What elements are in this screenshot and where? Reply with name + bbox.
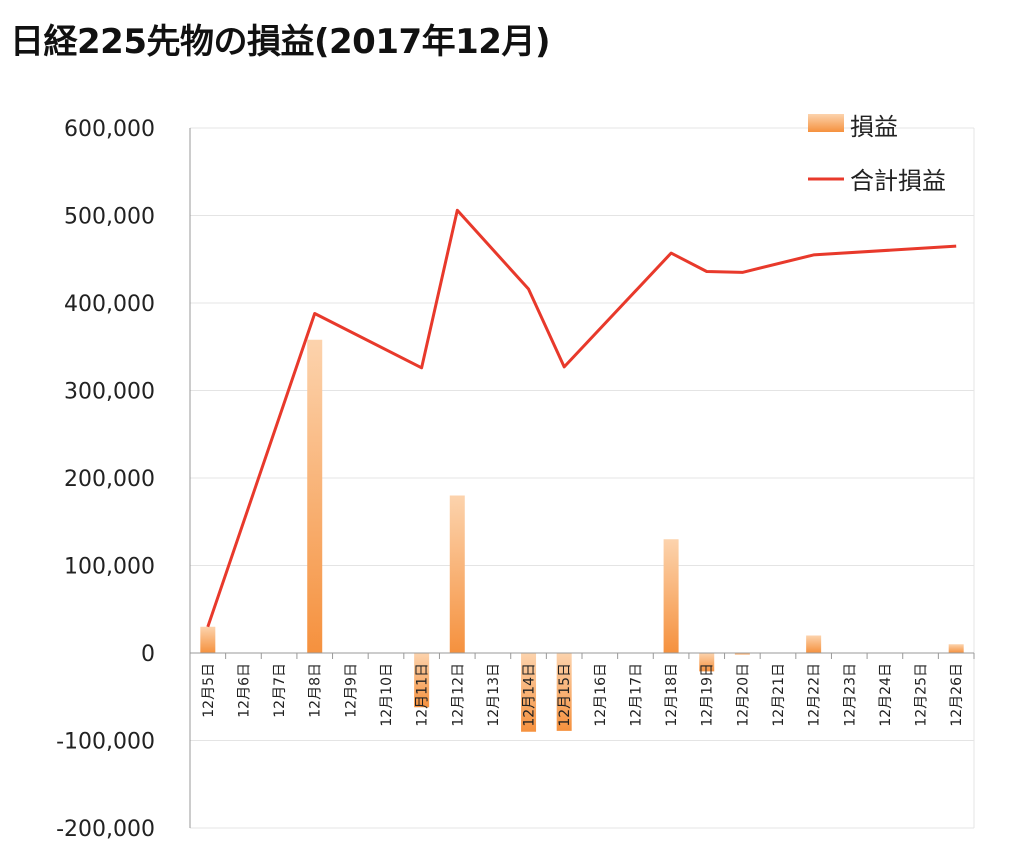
x-tick-label: 12月5日 xyxy=(201,663,217,718)
x-tick-label: 12月24日 xyxy=(878,663,894,727)
y-tick-label: 600,000 xyxy=(64,117,155,142)
x-tick-label: 12月25日 xyxy=(914,663,930,727)
y-tick-label: 200,000 xyxy=(64,467,155,492)
bar xyxy=(699,653,715,672)
bar xyxy=(948,644,964,653)
y-tick-label: 0 xyxy=(141,642,155,667)
x-tick-label: 12月7日 xyxy=(272,663,288,718)
bar xyxy=(663,539,679,653)
x-tick-label: 12月11日 xyxy=(415,663,431,727)
x-tick-label: 12月14日 xyxy=(522,663,538,727)
x-tick-label: 12月15日 xyxy=(557,663,573,727)
x-tick-label: 12月26日 xyxy=(949,663,965,727)
bar xyxy=(414,653,430,708)
legend-swatch-bar xyxy=(808,114,844,132)
y-tick-label: 300,000 xyxy=(64,380,155,405)
legend-label-line: 合計損益 xyxy=(850,167,946,195)
bar xyxy=(556,653,572,731)
x-tick-label: 12月8日 xyxy=(308,663,324,718)
chart-title: 日経225先物の損益(2017年12月) xyxy=(10,22,551,62)
x-tick-label: 12月9日 xyxy=(343,663,359,718)
y-tick-label: 100,000 xyxy=(64,555,155,580)
bar xyxy=(521,653,537,732)
bar xyxy=(806,635,822,653)
x-tick-label: 12月17日 xyxy=(628,663,644,727)
x-tick-label: 12月12日 xyxy=(450,663,466,727)
total-line xyxy=(206,208,957,628)
y-axis: 600,000 500,000 400,000 300,000 200,000 100,0… xyxy=(56,117,191,842)
bars xyxy=(200,339,964,732)
bar xyxy=(200,626,216,653)
bar xyxy=(449,495,465,653)
legend: 損益 合計損益 xyxy=(808,113,946,195)
x-tick-label: 12月23日 xyxy=(842,663,858,727)
x-axis: 12月5日 12月6日 12月7日 12月8日 12月9日 12月10日 12月11日 12月… xyxy=(201,663,965,727)
x-tick-label: 12月22日 xyxy=(807,663,823,727)
x-tick-label: 12月13日 xyxy=(486,663,502,727)
x-tick-label: 12月10日 xyxy=(379,663,395,727)
x-tick-label: 12月21日 xyxy=(771,663,787,727)
zero-axis xyxy=(189,652,975,659)
y-tick-label: -200,000 xyxy=(56,817,155,842)
x-tick-label: 12月20日 xyxy=(735,663,751,727)
y-tick-label: 400,000 xyxy=(64,292,155,317)
bar xyxy=(307,339,323,653)
legend-label-bar: 損益 xyxy=(850,113,898,141)
x-tick-label: 12月19日 xyxy=(700,663,716,727)
x-tick-label: 12月18日 xyxy=(664,663,680,727)
y-tick-label: 500,000 xyxy=(64,205,155,230)
bar xyxy=(734,653,750,655)
x-tick-label: 12月6日 xyxy=(236,663,252,718)
series-line-total xyxy=(206,208,957,628)
x-tick-label: 12月16日 xyxy=(593,663,609,727)
y-tick-label: -100,000 xyxy=(56,730,155,755)
